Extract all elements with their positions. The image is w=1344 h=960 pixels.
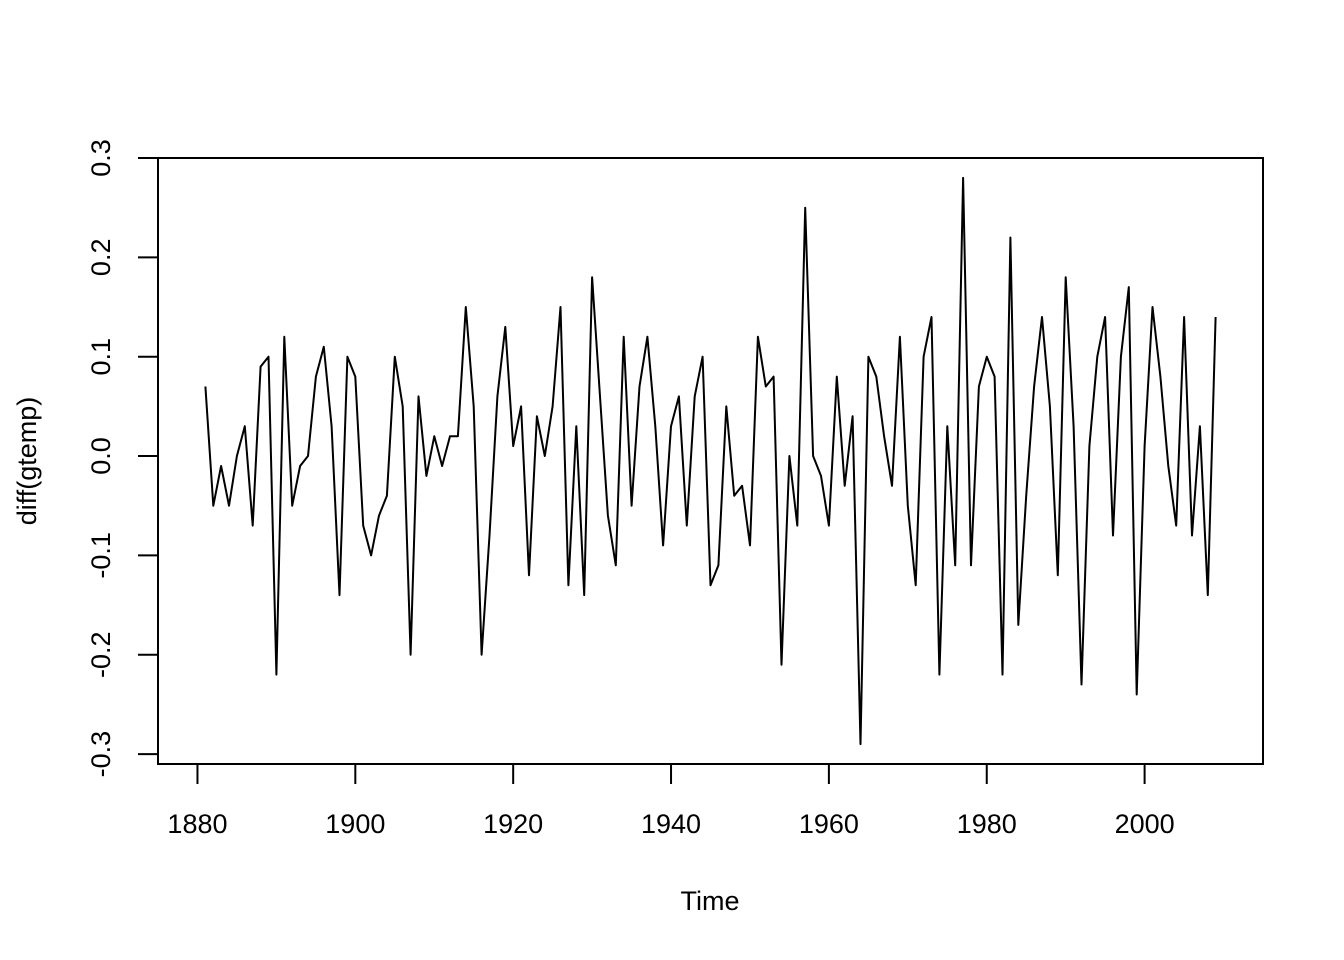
x-tick-label: 1940 [641,809,701,839]
y-tick-label: 0.0 [86,437,116,475]
y-tick-label: 0.3 [86,139,116,177]
y-tick-label: -0.3 [86,731,116,778]
x-tick-label: 1900 [325,809,385,839]
y-axis-title: diff(gtemp) [12,397,42,526]
x-tick-label: 1920 [483,809,543,839]
x-tick-label: 1880 [167,809,227,839]
y-axis: -0.3 -0.2 -0.1 0.0 0.1 0.2 0.3 [86,139,159,778]
series-line [204,176,1217,746]
y-tick-label: 0.2 [86,239,116,277]
x-axis-title: Time [681,886,740,916]
x-tick-label: 1960 [799,809,859,839]
y-tick-label: -0.1 [86,532,116,579]
x-axis: 1880 1900 1920 1940 1960 1980 2000 [167,763,1175,839]
x-tick-label: 1980 [957,809,1017,839]
plot-frame [157,157,1264,765]
x-tick-label: 2000 [1115,809,1175,839]
y-tick-label: -0.2 [86,631,116,678]
y-tick-label: 0.1 [86,338,116,376]
